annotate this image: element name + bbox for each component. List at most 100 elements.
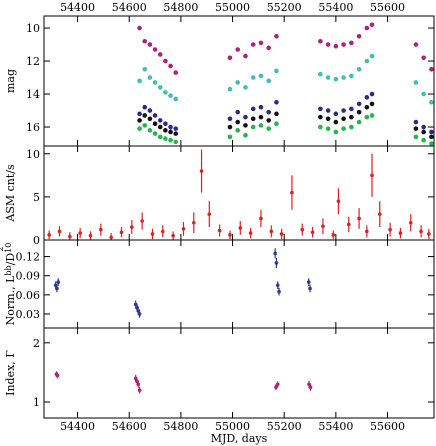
point bbox=[140, 219, 144, 223]
point bbox=[331, 233, 336, 237]
point bbox=[142, 123, 148, 128]
point bbox=[157, 52, 163, 57]
y-tick-label: 0.12 bbox=[16, 251, 41, 264]
point bbox=[388, 227, 392, 232]
y-tick-label: 0.03 bbox=[16, 308, 41, 321]
point bbox=[243, 132, 248, 138]
point bbox=[227, 124, 233, 130]
x-tick-label: 54800 bbox=[163, 420, 198, 433]
point bbox=[308, 286, 312, 291]
point bbox=[364, 104, 370, 110]
point bbox=[274, 99, 279, 105]
point bbox=[163, 136, 168, 141]
point bbox=[307, 382, 311, 387]
x-tick-label: 55000 bbox=[215, 420, 250, 433]
point bbox=[277, 289, 281, 294]
point bbox=[243, 53, 248, 59]
point bbox=[168, 124, 173, 130]
point bbox=[325, 116, 331, 122]
point bbox=[413, 42, 419, 47]
x-axis-title: MJD, days bbox=[211, 432, 268, 445]
y-axis-title-part: 2 bbox=[0, 247, 5, 252]
point bbox=[227, 55, 233, 61]
point bbox=[333, 111, 339, 117]
point bbox=[250, 75, 256, 80]
point bbox=[341, 116, 346, 122]
point bbox=[173, 131, 179, 136]
point bbox=[429, 141, 434, 146]
y-axis-title: Norm., Lbb/D102 bbox=[0, 243, 17, 326]
point bbox=[137, 388, 142, 392]
y-axis-title: Index, Γ bbox=[4, 350, 17, 396]
point bbox=[308, 385, 313, 390]
point bbox=[137, 111, 142, 117]
y-tick-label: 16 bbox=[26, 121, 40, 134]
point bbox=[336, 199, 341, 203]
point bbox=[228, 233, 232, 237]
point bbox=[349, 124, 354, 130]
x-tick-label: 54400 bbox=[60, 1, 95, 14]
point bbox=[413, 134, 419, 140]
point bbox=[173, 96, 179, 102]
point bbox=[364, 114, 370, 120]
point bbox=[369, 53, 375, 59]
y-axis-title-part: Norm., L bbox=[4, 275, 17, 325]
point bbox=[235, 119, 241, 125]
x-tick-label: 54600 bbox=[112, 420, 147, 433]
point bbox=[325, 75, 331, 80]
point bbox=[147, 75, 153, 80]
y-tick-label: 2 bbox=[33, 337, 40, 350]
point bbox=[168, 137, 173, 143]
y-tick-label: 1 bbox=[33, 396, 40, 409]
y-axis-title: mag bbox=[4, 69, 17, 93]
point bbox=[250, 106, 256, 112]
point bbox=[57, 229, 62, 234]
y-axis-title-part: /D bbox=[4, 253, 17, 266]
point bbox=[413, 126, 419, 131]
point bbox=[369, 22, 375, 28]
y-tick-label: 12 bbox=[26, 55, 40, 68]
point bbox=[258, 123, 264, 128]
point bbox=[346, 222, 351, 227]
point bbox=[356, 66, 362, 72]
point bbox=[142, 38, 148, 44]
point bbox=[266, 45, 272, 51]
panel bbox=[47, 149, 431, 240]
point bbox=[157, 85, 163, 90]
x-tick-label: 55000 bbox=[215, 1, 250, 14]
point bbox=[168, 129, 173, 135]
point bbox=[173, 70, 179, 75]
point bbox=[310, 230, 315, 235]
x-tick-label: 55400 bbox=[318, 420, 353, 433]
point bbox=[369, 101, 375, 107]
point bbox=[274, 121, 279, 127]
point bbox=[161, 229, 165, 234]
point bbox=[137, 78, 142, 84]
point bbox=[163, 58, 168, 64]
x-tick-label: 55600 bbox=[370, 420, 405, 433]
point bbox=[248, 231, 253, 235]
x-tick-label: 55400 bbox=[318, 1, 353, 14]
point bbox=[357, 216, 361, 221]
point bbox=[274, 385, 278, 390]
point bbox=[163, 90, 168, 95]
point bbox=[243, 123, 248, 128]
point bbox=[137, 25, 142, 31]
point bbox=[88, 233, 93, 238]
point bbox=[173, 126, 179, 131]
point bbox=[274, 261, 279, 265]
point bbox=[192, 220, 196, 225]
frame bbox=[43, 239, 435, 329]
point bbox=[147, 116, 153, 122]
point bbox=[349, 73, 354, 79]
point bbox=[168, 63, 173, 69]
point bbox=[243, 85, 248, 90]
point bbox=[274, 68, 279, 74]
point bbox=[325, 42, 331, 47]
x-tick-label: 54800 bbox=[163, 1, 198, 14]
point bbox=[136, 382, 141, 387]
point bbox=[318, 114, 323, 120]
point bbox=[273, 251, 277, 256]
point bbox=[250, 124, 256, 130]
point bbox=[364, 25, 370, 31]
